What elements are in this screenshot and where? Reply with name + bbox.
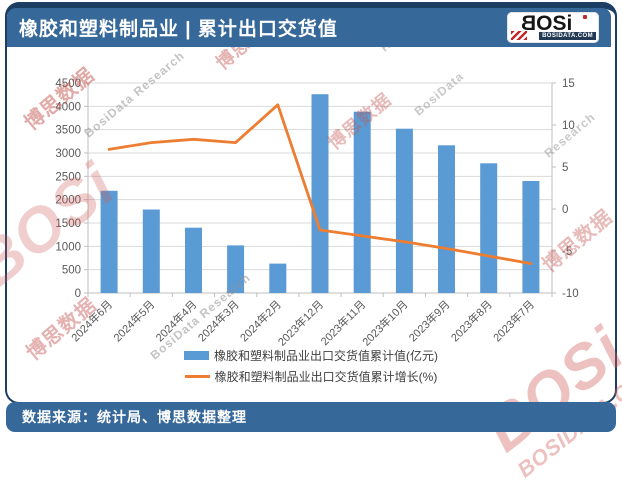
bar-2024年6月 (100, 190, 118, 293)
logo-dot-icon (583, 15, 587, 19)
x-axis-label: 2023年8月 (448, 297, 495, 344)
legend-item-line-series: 橡胶和塑料制品业出口交货值累计增长(%) (184, 368, 438, 385)
left-axis-tick-label: 2000 (55, 195, 81, 207)
bar-2024年2月 (269, 263, 287, 293)
bar-series-swatch-icon (184, 351, 209, 360)
bar-2023年12月 (311, 94, 329, 293)
x-axis-label: 2023年10月 (359, 297, 410, 348)
report-footer: 数据来源：统计局、博思数据整理 (6, 402, 616, 432)
data-source-text: 数据来源：统计局、博思数据整理 (22, 409, 247, 425)
right-axis-tick-label: -5 (562, 246, 572, 258)
bar-2023年10月 (395, 128, 413, 293)
bar-2023年9月 (438, 145, 455, 293)
x-axis-label: 2023年12月 (275, 297, 326, 348)
bar-2023年7月 (522, 181, 540, 293)
x-axis-label: 2024年6月 (68, 297, 115, 344)
x-axis-label: 2024年3月 (195, 297, 242, 344)
logo-stripes-icon (511, 31, 527, 40)
left-axis-tick-label: 500 (62, 265, 81, 277)
bar-2024年3月 (227, 245, 245, 293)
left-axis-tick-label: 1000 (55, 241, 81, 253)
bosi-logo-text: BOSi (521, 12, 573, 35)
page-title: 橡胶和塑料制品业 | 累计出口交货值 (19, 19, 338, 40)
right-axis-tick-label: 5 (562, 162, 568, 174)
left-axis-tick-label: 3500 (55, 125, 81, 137)
bosi-logo: BOSi BOSIDATA.COM (507, 12, 599, 43)
x-axis-label: 2024年5月 (110, 297, 157, 344)
right-axis-tick-label: -10 (562, 288, 579, 300)
report-header: 橡胶和塑料制品业 | 累计出口交货值 BOSi BOSIDATA.COM (7, 8, 611, 47)
bar-2024年4月 (185, 227, 202, 293)
legend-label-bar-series: 橡胶和塑料制品业出口交货值累计值(亿元) (214, 349, 438, 363)
left-axis-tick-label: 1500 (55, 218, 81, 230)
combo-chart: 0 500 1000 1500 2000 2500 3000 3500 4000 4500 -10 -… (55, 78, 579, 349)
x-axis-label: 2024年2月 (237, 297, 284, 344)
right-axis-tick-label: 10 (562, 120, 575, 132)
right-axis-tick-label: 0 (562, 204, 568, 216)
left-axis-tick-label: 3000 (55, 148, 81, 160)
x-axis-label: 2023年9月 (406, 297, 453, 344)
legend-label-line-series: 橡胶和塑料制品业出口交货值累计增长(%) (214, 370, 438, 384)
x-axis-label: 2023年7月 (490, 297, 537, 344)
bar-2024年5月 (142, 209, 160, 293)
legend-item-bar-series: 橡胶和塑料制品业出口交货值累计值(亿元) (184, 347, 438, 364)
line-series-swatch-icon (184, 375, 210, 378)
left-axis-tick-label: 4500 (55, 78, 81, 90)
left-axis-tick-label: 0 (75, 288, 81, 300)
bar-2023年11月 (353, 111, 371, 293)
right-axis-tick-label: 15 (562, 78, 575, 90)
bar-2023年8月 (480, 163, 498, 293)
growth-line (107, 103, 533, 266)
left-axis-tick-label: 4000 (55, 101, 81, 113)
left-axis-tick-label: 2500 (55, 171, 81, 183)
x-axis-label: 2024年4月 (152, 297, 199, 344)
chart-legend: 橡胶和塑料制品业出口交货值累计值(亿元) 橡胶和塑料制品业出口交货值累计增长(%… (0, 347, 622, 385)
logo-domain-text: BOSIDATA.COM (539, 32, 596, 40)
